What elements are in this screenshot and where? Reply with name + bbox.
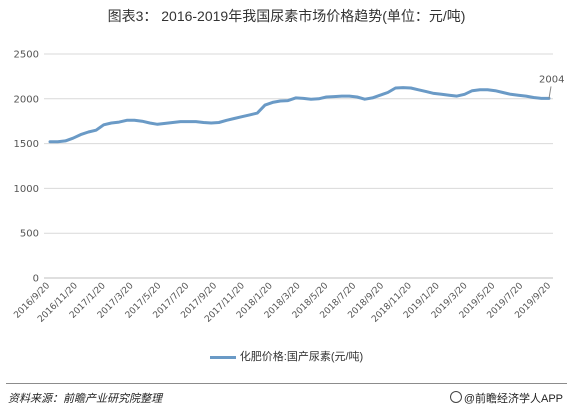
y-tick-label: 1500 [14, 139, 39, 150]
y-tick-label: 1000 [14, 184, 39, 195]
series-layer [48, 86, 551, 144]
source-note: 资料来源：前瞻产业研究院整理 [8, 393, 162, 405]
at-icon [449, 391, 462, 403]
legend-label: 化肥价格:国产尿素(元/吨) [239, 351, 364, 363]
footer-divider [6, 383, 567, 384]
y-tick-label: 0 [33, 274, 39, 285]
chart-title: 图表3： 2016-2019年我国尿素市场价格趋势(单位：元/吨) [107, 8, 466, 24]
y-axis-ticks: 0 500 1000 1500 2000 2500 [14, 50, 39, 285]
credit-note: @前瞻经济学人APP [449, 390, 563, 406]
credit-text: @前瞻经济学人APP [463, 393, 563, 405]
end-label-leader [548, 86, 552, 99]
grid-layer [44, 53, 553, 279]
series-line [48, 86, 551, 144]
y-tick-label: 2000 [14, 94, 39, 105]
legend-swatch [209, 355, 236, 359]
legend: 化肥价格:国产尿素(元/吨) [0, 348, 573, 364]
x-axis-ticks: 2016/9/202016/11/202017/1/202017/3/20201… [12, 281, 553, 325]
end-value-label: 2004 [539, 74, 564, 85]
annotation-layer: 2004 [539, 74, 564, 99]
y-tick-label: 500 [20, 229, 39, 240]
y-tick-label: 2500 [14, 50, 39, 61]
